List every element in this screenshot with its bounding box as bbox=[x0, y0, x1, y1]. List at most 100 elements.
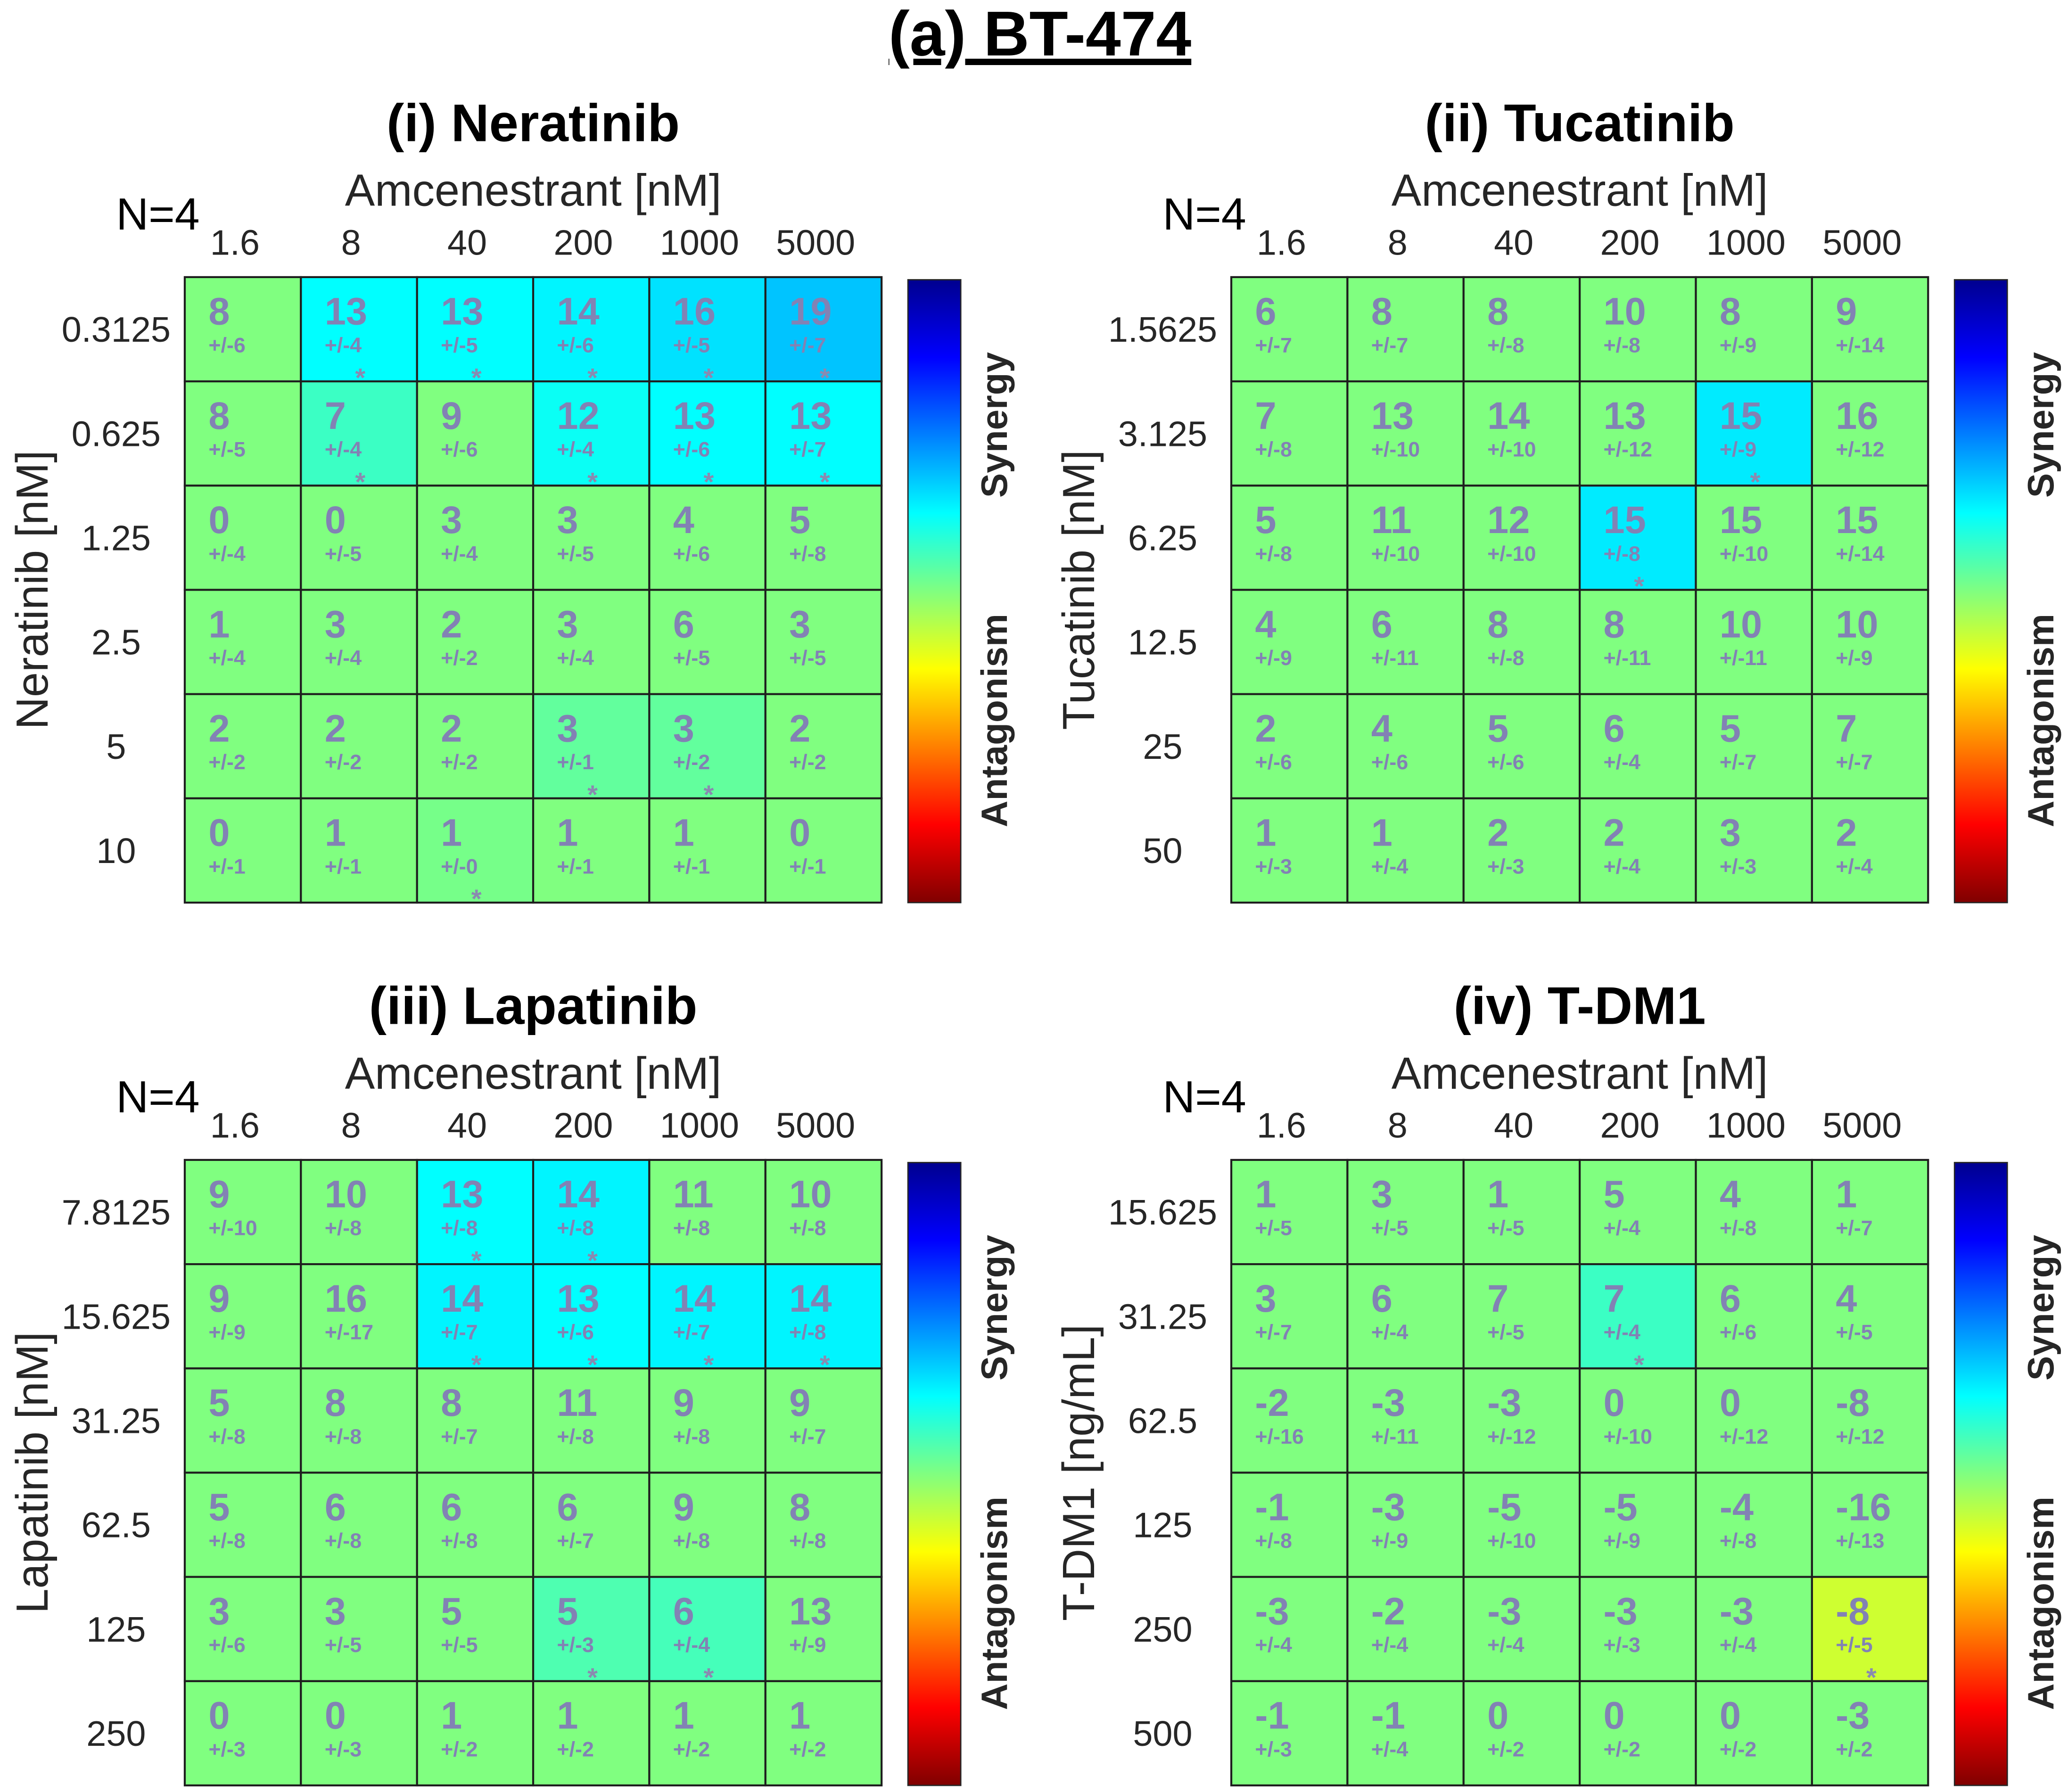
cell-sd-label: +/-1 bbox=[673, 855, 710, 878]
colorbar-label-synergy: Synergy bbox=[2020, 1234, 2061, 1381]
cell-sd-label: +/-4 bbox=[1371, 1321, 1409, 1344]
cell-value-label: 9 bbox=[1836, 291, 1857, 333]
cell-sd-label: +/-5 bbox=[441, 334, 478, 357]
heatmap-cell bbox=[416, 1576, 535, 1682]
cell-sd-label: +/-2 bbox=[441, 1737, 478, 1761]
cell-sd-value: 4 bbox=[1629, 1321, 1640, 1344]
heatmap-cell bbox=[648, 589, 766, 695]
heatmap-cell bbox=[1230, 380, 1349, 487]
heatmap-cell bbox=[183, 1367, 302, 1474]
significance-star: * bbox=[471, 362, 482, 392]
x-tick-label: 40 bbox=[447, 223, 487, 263]
heatmap-cell bbox=[416, 380, 535, 487]
cell-sd-prefix: +/- bbox=[1487, 542, 1513, 566]
cell-value-label: 12 bbox=[557, 395, 599, 437]
cell-sd-label: +/-17 bbox=[325, 1321, 373, 1344]
cell-sd-label: +/-4 bbox=[325, 334, 362, 357]
cell-sd-label: +/-5 bbox=[557, 542, 593, 566]
cell-sd-label: +/-11 bbox=[1371, 646, 1419, 670]
panel-title: (ii) Tucatinib bbox=[1425, 94, 1735, 153]
heatmap-cell bbox=[1695, 1263, 1813, 1370]
cell-value-label: 5 bbox=[208, 1382, 230, 1424]
cell-sd-value: 6 bbox=[1396, 750, 1408, 774]
heatmap-cell bbox=[764, 693, 883, 799]
cell-sd-prefix: +/- bbox=[208, 438, 234, 461]
heatmap-cell bbox=[1579, 1680, 1697, 1787]
heatmap-cell bbox=[183, 485, 302, 591]
heatmap-cell bbox=[1811, 693, 1929, 799]
heatmap-cell bbox=[532, 276, 651, 383]
heatmap-cell bbox=[300, 1576, 418, 1682]
heatmap-cell bbox=[300, 485, 418, 591]
cell-value-label: 15 bbox=[1604, 499, 1646, 542]
cell-sd-prefix: +/- bbox=[441, 750, 466, 774]
cell-sd-prefix: +/- bbox=[557, 1529, 582, 1553]
cell-sd-label: +/-4 bbox=[1371, 855, 1409, 878]
heatmap-cell bbox=[300, 1159, 418, 1266]
cell-sd-label: +/-4 bbox=[325, 438, 362, 461]
cell-sd-value: 3 bbox=[1513, 855, 1524, 878]
heatmap-cell bbox=[183, 1263, 302, 1370]
cell-sd-label: +/-5 bbox=[1371, 1217, 1408, 1240]
heatmap-cell bbox=[183, 1159, 302, 1266]
cell-sd-label: +/-12 bbox=[1836, 1425, 1884, 1448]
cell-sd-prefix: +/- bbox=[789, 334, 815, 357]
cell-sd-label: +/-5 bbox=[208, 438, 245, 461]
cell-sd-prefix: +/- bbox=[208, 1425, 234, 1448]
cell-sd-label: +/-8 bbox=[557, 1217, 593, 1240]
cell-sd-value: 4 bbox=[1513, 1633, 1524, 1657]
cell-sd-label: +/-9 bbox=[1720, 334, 1756, 357]
heatmap-cell bbox=[532, 1263, 651, 1370]
cell-sd-value: 11 bbox=[1396, 646, 1418, 670]
cell-value-label: 8 bbox=[789, 1486, 810, 1529]
cell-sd-value: 6 bbox=[1745, 1321, 1756, 1344]
cell-sd-value: 8 bbox=[1280, 542, 1292, 566]
cell-sd-value: 3 bbox=[582, 1633, 594, 1657]
cell-value-label: 14 bbox=[441, 1278, 483, 1320]
cell-sd-prefix: +/- bbox=[1604, 1425, 1629, 1448]
cell-sd-value: 8 bbox=[815, 542, 826, 566]
cell-sd-value: 6 bbox=[234, 1633, 246, 1657]
heatmap-cell bbox=[300, 693, 418, 799]
cell-sd-label: +/-3 bbox=[208, 1737, 245, 1761]
cell-sd-label: +/-4 bbox=[1836, 855, 1873, 878]
y-tick-label: 1.5625 bbox=[1108, 310, 1217, 350]
heatmap-cell bbox=[416, 1263, 535, 1370]
cell-value-label: 1 bbox=[1836, 1174, 1857, 1216]
y-tick-label: 125 bbox=[1133, 1506, 1192, 1545]
cell-value-label: 14 bbox=[557, 1174, 599, 1216]
cell-value-label: 11 bbox=[1371, 499, 1412, 542]
cell-sd-value: 2 bbox=[1861, 1737, 1873, 1761]
cell-sd-prefix: +/- bbox=[1255, 646, 1280, 670]
cell-sd-prefix: +/- bbox=[789, 750, 815, 774]
colorbar-label-antagonism: Antagonism bbox=[973, 1496, 1015, 1710]
cell-sd-value: 4 bbox=[466, 542, 478, 566]
heatmap-cell bbox=[416, 1367, 535, 1474]
cell-value-label: 5 bbox=[1604, 1174, 1625, 1216]
cell-sd-value: 10 bbox=[1396, 542, 1420, 566]
cell-value-label: 3 bbox=[1255, 1278, 1276, 1320]
cell-sd-value: 8 bbox=[466, 1529, 478, 1553]
cell-sd-label: +/-7 bbox=[1255, 1321, 1292, 1344]
cell-sd-label: +/-7 bbox=[1836, 1217, 1872, 1240]
cell-value-label: -5 bbox=[1604, 1486, 1638, 1529]
cell-value-label: 14 bbox=[1487, 395, 1530, 437]
cell-sd-prefix: +/- bbox=[1836, 855, 1861, 878]
heatmap-cell bbox=[300, 589, 418, 695]
cell-sd-label: +/-2 bbox=[789, 750, 826, 774]
cell-value-label: 13 bbox=[789, 1590, 832, 1633]
heatmap-cell bbox=[1230, 1680, 1349, 1787]
cell-sd-prefix: +/- bbox=[1836, 1321, 1861, 1344]
cell-sd-prefix: +/- bbox=[1371, 646, 1397, 670]
cell-sd-prefix: +/- bbox=[557, 334, 582, 357]
cell-sd-value: 16 bbox=[1280, 1425, 1304, 1448]
cell-sd-prefix: +/- bbox=[673, 1425, 699, 1448]
cell-sd-prefix: +/- bbox=[1720, 750, 1745, 774]
cell-sd-label: +/-4 bbox=[1604, 855, 1641, 878]
cell-sd-label: +/-5 bbox=[325, 1633, 362, 1657]
cell-value-label: 1 bbox=[673, 1695, 694, 1737]
cell-sd-prefix: +/- bbox=[1255, 334, 1280, 357]
cell-sd-value: 5 bbox=[466, 1633, 478, 1657]
cell-sd-prefix: +/- bbox=[1487, 1529, 1513, 1553]
